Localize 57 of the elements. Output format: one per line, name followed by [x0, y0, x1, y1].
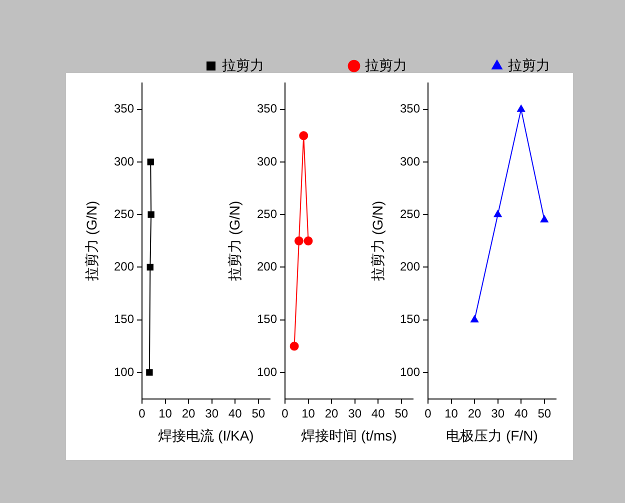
legend-label: 拉剪力	[365, 56, 407, 73]
x-tick-label: 10	[444, 406, 458, 420]
y-tick-label: 350	[114, 102, 134, 116]
point	[540, 215, 548, 222]
point	[304, 236, 313, 246]
y-axis-title: 拉剪力 (G/N)	[369, 200, 386, 281]
x-tick-label: 0	[282, 406, 289, 420]
y-axis-title: 拉剪力 (G/N)	[226, 200, 242, 281]
x-tick-label: 20	[324, 406, 339, 420]
point	[294, 236, 304, 246]
y-tick-label: 100	[256, 364, 278, 379]
y-axis-title: 拉剪力 (G/N)	[83, 200, 100, 281]
point	[517, 104, 526, 112]
legend-label: 拉剪力	[508, 56, 550, 73]
y-tick-label: 300	[256, 154, 278, 168]
legend-label: 拉剪力	[222, 56, 264, 73]
x-tick-label: 30	[491, 406, 505, 420]
y-tick-label: 100	[114, 364, 134, 379]
x-tick-label: 20	[468, 406, 482, 420]
y-tick-label: 200	[400, 260, 420, 274]
y-tick-label: 300	[114, 154, 134, 168]
point	[470, 315, 479, 322]
x-axis-title: 焊接电流 (I/KA)	[158, 427, 254, 444]
point	[146, 369, 153, 376]
x-tick-label: 40	[514, 406, 528, 420]
y-tick-label: 250	[256, 206, 278, 221]
x-tick-label: 30	[348, 406, 362, 420]
point	[146, 264, 154, 271]
x-tick-label: 0	[138, 406, 146, 420]
y-tick-label: 200	[256, 260, 278, 274]
x-tick-label: 30	[205, 406, 219, 420]
y-tick-label: 350	[400, 102, 420, 116]
point	[148, 211, 154, 218]
point	[290, 342, 299, 351]
y-tick-label: 100	[400, 364, 420, 379]
y-tick-label: 150	[400, 312, 420, 326]
x-axis-title: 电极压力 (F/N)	[446, 427, 538, 444]
point	[494, 210, 502, 218]
x-tick-label: 50	[394, 406, 408, 420]
point	[147, 158, 154, 166]
y-tick-label: 150	[114, 312, 134, 326]
x-tick-label: 50	[252, 406, 266, 420]
point	[299, 131, 308, 140]
y-tick-label: 250	[114, 206, 134, 221]
x-tick-label: 50	[538, 406, 552, 420]
x-tick-label: 20	[182, 406, 196, 420]
y-tick-label: 150	[256, 312, 278, 326]
y-tick-label: 200	[114, 260, 134, 274]
y-tick-label: 300	[400, 154, 420, 168]
y-tick-label: 250	[400, 206, 420, 221]
x-tick-label: 40	[371, 406, 386, 420]
x-tick-label: 0	[424, 406, 432, 420]
x-tick-label: 40	[228, 406, 242, 420]
y-tick-label: 350	[256, 102, 278, 116]
x-tick-label: 10	[302, 406, 316, 420]
x-axis-title: 焊接时间 (t/ms)	[301, 427, 397, 444]
x-tick-label: 10	[158, 406, 172, 420]
